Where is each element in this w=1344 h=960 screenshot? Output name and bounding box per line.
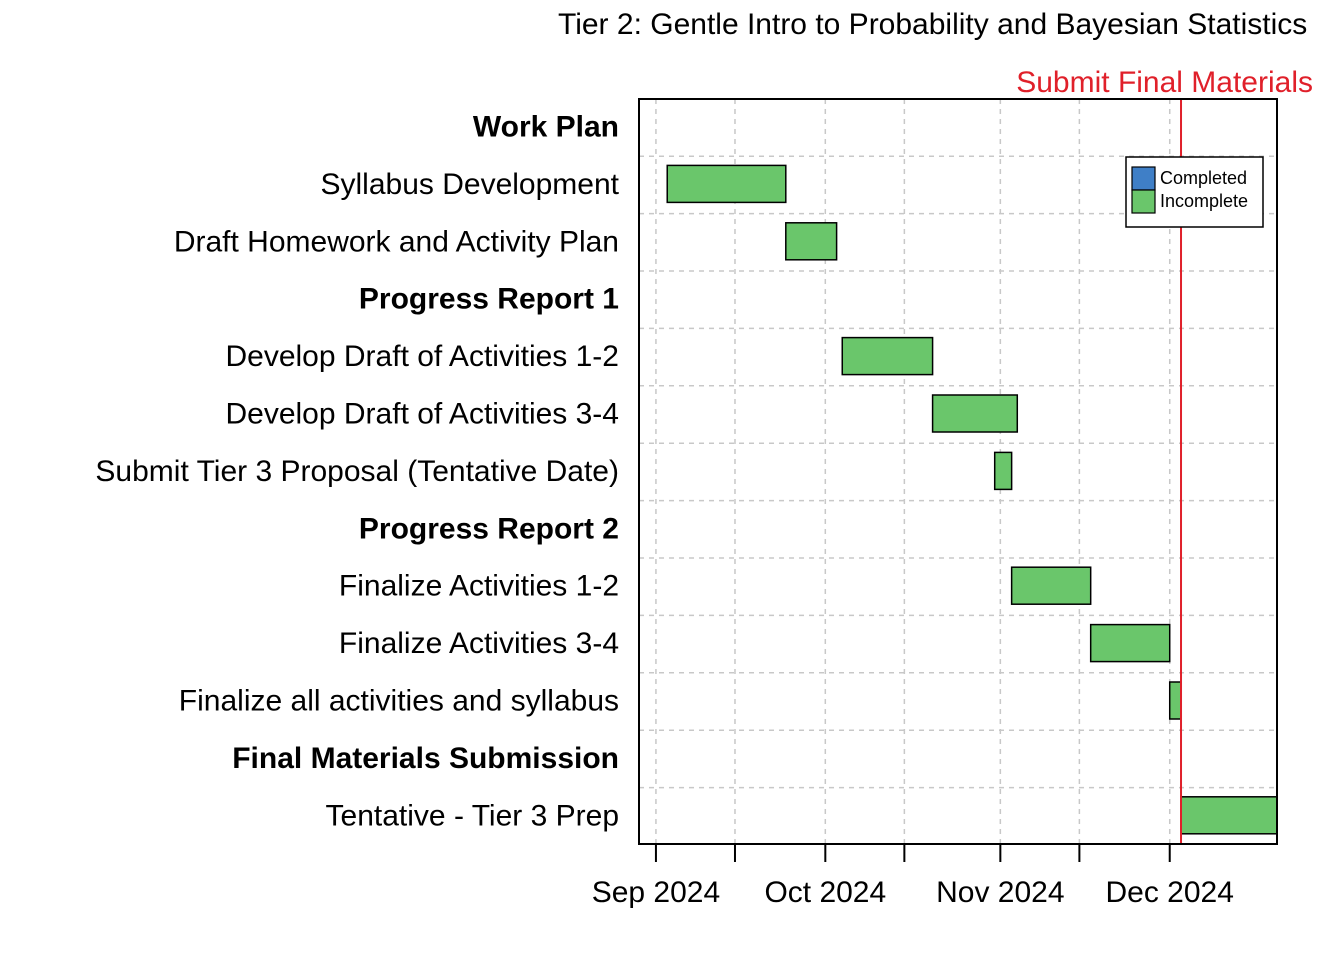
task-label: Finalize Activities 1-2: [339, 570, 619, 603]
row-heading-label: Progress Report 2: [359, 512, 619, 545]
task-label: Finalize all activities and syllabus: [179, 685, 619, 718]
task-bar: [841, 336, 934, 376]
x-tick-label: Oct 2024: [764, 876, 886, 909]
task-label: Finalize Activities 3-4: [339, 627, 619, 660]
x-tick-label: Sep 2024: [592, 876, 720, 909]
legend-swatch: [1131, 166, 1156, 191]
task-bars: [666, 164, 1278, 835]
x-axis: Sep 2024 Oct 2024 Nov 2024 Dec 2024: [592, 844, 1234, 909]
legend-swatch: [1131, 189, 1156, 214]
task-bar: [1089, 623, 1171, 663]
task-bar: [1010, 566, 1092, 605]
task-label: Draft Homework and Activity Plan: [174, 225, 619, 258]
task-bar: [1168, 681, 1182, 720]
row-heading-label: Progress Report 1: [359, 283, 619, 316]
x-tick-label: Nov 2024: [936, 876, 1064, 909]
row-heading-label: Work Plan: [473, 111, 619, 144]
plot-frame: [638, 98, 1278, 845]
y-axis-labels: Work Plan Syllabus Development Draft Homew…: [95, 111, 619, 833]
task-label: Tentative - Tier 3 Prep: [326, 799, 619, 832]
task-bar: [666, 164, 787, 204]
row-heading-label: Final Materials Submission: [232, 742, 619, 775]
task-label: Submit Tier 3 Proposal (Tentative Date): [95, 455, 619, 488]
task-bar: [1180, 796, 1278, 835]
task-bar: [993, 451, 1013, 491]
legend-label: Completed: [1160, 168, 1247, 188]
task-label: Develop Draft of Activities 3-4: [225, 398, 619, 431]
task-bar: [785, 222, 838, 261]
submit-final-label: Submit Final Materials: [1016, 66, 1313, 99]
x-tick-label: Dec 2024: [1106, 876, 1234, 909]
task-label: Syllabus Development: [321, 168, 620, 201]
chart-title: Tier 2: Gentle Intro to Probability and …: [558, 8, 1307, 41]
legend: Completed Incomplete: [1125, 156, 1264, 228]
task-label: Develop Draft of Activities 1-2: [225, 340, 619, 373]
legend-label: Incomplete: [1160, 191, 1248, 211]
task-bar: [931, 394, 1019, 433]
